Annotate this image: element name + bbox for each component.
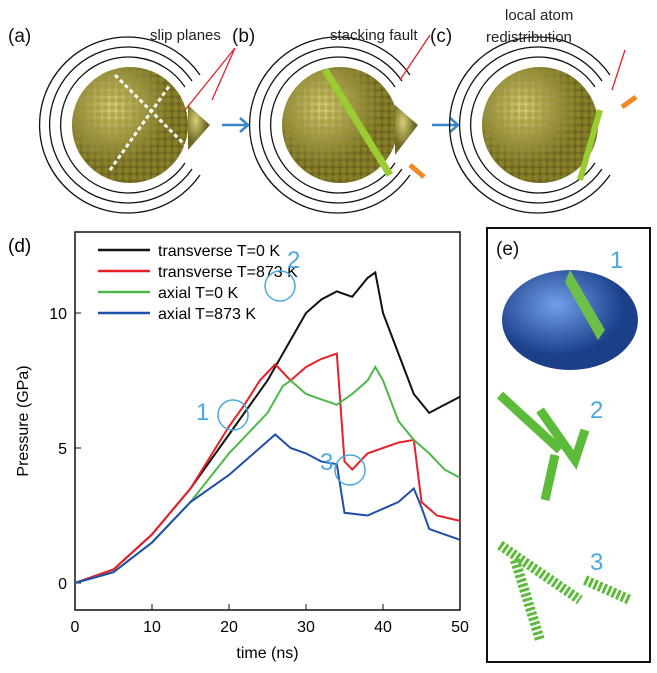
- series-line: [74, 352, 461, 584]
- annotation: redistribution: [486, 29, 572, 46]
- x-axis-label: time (ns): [236, 645, 298, 662]
- inset-label: 3: [590, 549, 603, 576]
- annotation-circle: [334, 454, 366, 486]
- y-tick-label: 0: [58, 576, 67, 593]
- legend-label: axial T=0 K: [158, 285, 239, 302]
- annotation-circle: [264, 270, 296, 302]
- panel-label: (a): [8, 26, 31, 47]
- inset-image: [497, 540, 633, 642]
- inset-label: 2: [590, 397, 603, 424]
- y-tick-label: 5: [58, 441, 67, 458]
- series-line: [74, 364, 461, 584]
- plot-frame: [74, 231, 461, 611]
- panel-label: (e): [496, 239, 519, 260]
- panel-label: (d): [8, 236, 31, 257]
- annotation: stacking fault: [330, 27, 418, 44]
- x-tick-label: 10: [143, 619, 161, 636]
- annotation: 3: [320, 449, 333, 476]
- annotation: local atom: [505, 7, 573, 24]
- legend-label: transverse T=0 K: [158, 243, 280, 260]
- inset-image: [565, 270, 605, 340]
- inset-image: [502, 270, 638, 370]
- panel-label: (c): [430, 26, 452, 47]
- panel-label: (b): [232, 26, 255, 47]
- annotation-circle: [217, 399, 249, 431]
- series-line: [74, 433, 461, 584]
- annotation: 1: [196, 399, 209, 426]
- legend-label: axial T=873 K: [158, 306, 256, 323]
- illustrations: [38, 34, 638, 214]
- y-axis-label: Pressure (GPa): [15, 365, 32, 476]
- y-tick-label: 10: [49, 306, 67, 323]
- x-tick-label: 20: [220, 619, 238, 636]
- annotation: 2: [287, 247, 300, 274]
- x-tick-label: 40: [374, 619, 392, 636]
- series-line: [74, 270, 461, 584]
- x-tick-label: 0: [71, 619, 80, 636]
- x-tick-label: 30: [297, 619, 315, 636]
- annotation: slip planes: [150, 27, 221, 44]
- inset-label: 1: [610, 247, 623, 274]
- inset-image: [496, 391, 590, 501]
- legend-label: transverse T=873 K: [158, 264, 298, 281]
- x-tick-label: 50: [451, 619, 469, 636]
